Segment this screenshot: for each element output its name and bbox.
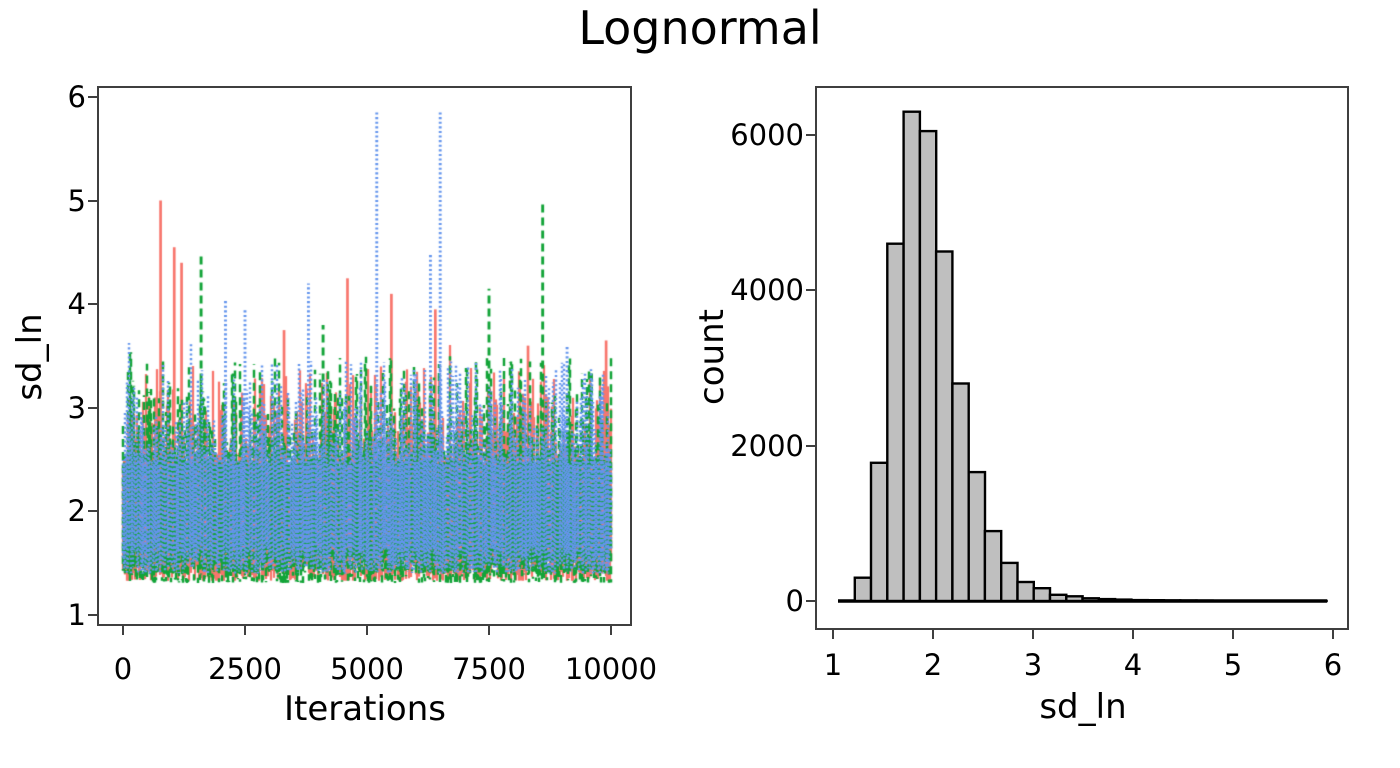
hist-y-tick-label: 0 bbox=[785, 584, 804, 618]
histogram-bar bbox=[999, 561, 1019, 603]
histogram-bar bbox=[902, 110, 922, 603]
hist-y-tick-mark bbox=[806, 444, 815, 447]
trace-x-tick-mark bbox=[244, 626, 246, 635]
trace-x-tick-label: 7500 bbox=[452, 652, 526, 686]
hist-x-tick-mark bbox=[1032, 630, 1034, 639]
histogram-svg bbox=[838, 110, 1328, 603]
hist-x-tick-mark bbox=[932, 630, 934, 639]
histogram-bar bbox=[1130, 598, 1149, 603]
histogram-bar bbox=[983, 529, 1003, 603]
trace-x-tick-mark bbox=[122, 626, 124, 635]
trace-y-tick-label: 6 bbox=[67, 80, 86, 114]
hist-x-tick-label: 5 bbox=[1223, 648, 1243, 682]
trace-x-tick-label: 10000 bbox=[564, 652, 658, 686]
histogram-bar bbox=[1032, 587, 1052, 603]
hist-y-tick-label: 6000 bbox=[730, 118, 804, 152]
histogram-bar bbox=[1097, 597, 1117, 603]
hist-x-tick-label: 4 bbox=[1123, 648, 1143, 682]
histogram-panel bbox=[815, 86, 1349, 630]
trace-y-axis-label: sd_ln bbox=[10, 313, 50, 401]
hist-x-tick-mark bbox=[832, 630, 834, 639]
trace-y-tick-label: 4 bbox=[67, 287, 86, 322]
histogram-bar bbox=[967, 470, 987, 603]
histogram-bar bbox=[951, 382, 970, 603]
histogram-bar bbox=[853, 576, 873, 603]
hist-x-tick-label: 1 bbox=[823, 648, 843, 682]
hist-x-tick-mark bbox=[1232, 630, 1234, 639]
histogram-bar bbox=[1179, 599, 1198, 603]
histogram-bar bbox=[918, 129, 938, 603]
hist-x-tick-mark bbox=[1132, 630, 1134, 639]
hist-x-tick-label: 2 bbox=[923, 648, 943, 682]
trace-panel bbox=[97, 86, 632, 626]
hist-y-tick-mark bbox=[806, 600, 815, 602]
trace-y-tick-mark bbox=[88, 614, 97, 616]
trace-y-tick-mark bbox=[88, 199, 97, 202]
hist-x-tick-label: 6 bbox=[1323, 648, 1343, 682]
histogram-bar bbox=[869, 461, 889, 603]
trace-y-tick-mark bbox=[88, 96, 97, 98]
trace-canvas bbox=[99, 88, 630, 624]
trace-x-tick-label: 2500 bbox=[208, 652, 282, 686]
trace-y-tick-label: 3 bbox=[67, 390, 86, 425]
figure-title: Lognormal bbox=[578, 1, 822, 55]
histogram-bar bbox=[886, 242, 905, 603]
trace-x-tick-label: 5000 bbox=[330, 652, 404, 686]
histogram-bar bbox=[1146, 599, 1166, 603]
hist-y-tick-label: 4000 bbox=[730, 273, 804, 308]
histogram-bar bbox=[1048, 593, 1068, 603]
trace-y-tick-label: 1 bbox=[67, 598, 86, 632]
histogram-bar bbox=[1016, 580, 1035, 603]
trace-y-tick-mark bbox=[88, 406, 97, 409]
hist-x-axis-label: sd_ln bbox=[1039, 687, 1127, 727]
histogram-bar bbox=[1113, 598, 1133, 603]
trace-x-tick-label: 0 bbox=[113, 652, 133, 686]
hist-y-tick-label: 2000 bbox=[730, 428, 804, 463]
trace-y-tick-mark bbox=[88, 510, 97, 513]
trace-y-tick-mark bbox=[88, 303, 97, 306]
trace-x-tick-mark bbox=[488, 626, 490, 635]
trace-x-tick-mark bbox=[610, 626, 612, 635]
trace-y-tick-label: 5 bbox=[67, 183, 86, 218]
histogram-bar bbox=[1081, 597, 1100, 603]
trace-x-axis-label: Iterations bbox=[284, 689, 446, 729]
hist-x-tick-label: 3 bbox=[1023, 648, 1043, 682]
trace-y-tick-label: 2 bbox=[67, 494, 86, 529]
hist-y-tick-mark bbox=[806, 289, 815, 292]
hist-y-tick-mark bbox=[806, 134, 815, 136]
histogram-bar bbox=[1162, 599, 1182, 603]
trace-x-tick-mark bbox=[366, 626, 368, 635]
hist-x-tick-mark bbox=[1332, 630, 1334, 639]
histogram-bar bbox=[1065, 595, 1084, 603]
histogram-bar bbox=[934, 250, 954, 603]
